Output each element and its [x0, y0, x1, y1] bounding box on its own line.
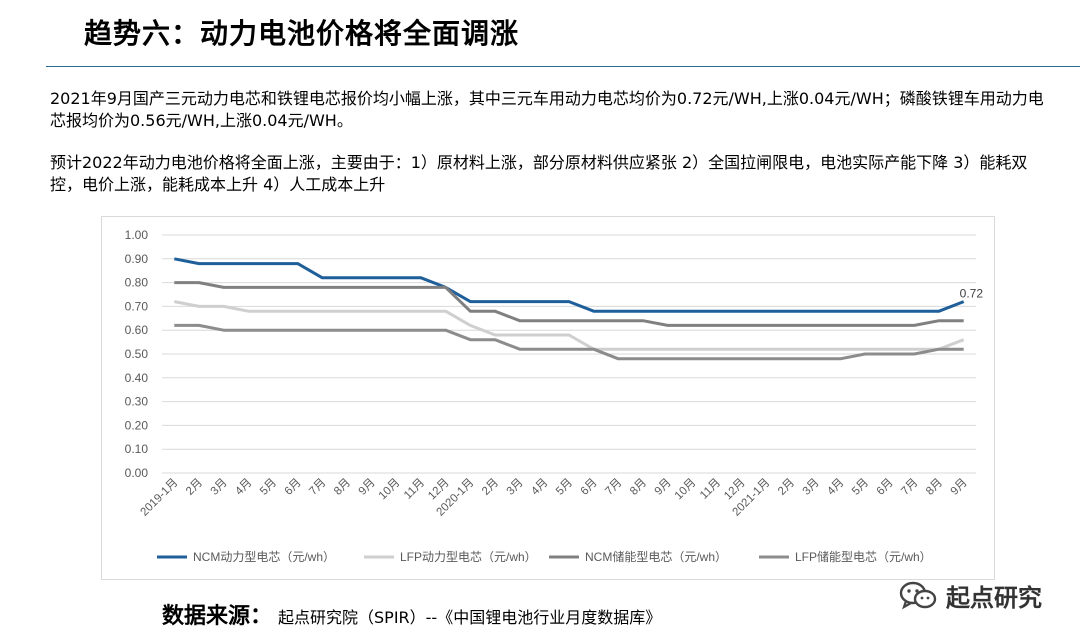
- forecast-paragraph: 预计2022年动力电池价格将全面上涨，主要由于：1）原材料上涨，部分原材料供应紧…: [50, 153, 1028, 194]
- page-title: 趋势六：动力电池价格将全面调涨: [84, 17, 520, 50]
- source-text: 起点研究院（SPIR）--《中国锂电池行业月度数据库》: [278, 608, 662, 627]
- source-label: 数据来源：: [162, 604, 273, 629]
- x-tick-label: 10月: [673, 477, 699, 503]
- y-tick-label: 0.30: [125, 395, 149, 409]
- y-tick-label: 0.80: [125, 276, 149, 290]
- y-tick-label: 0.90: [125, 252, 149, 266]
- data-label: 0.72: [960, 287, 984, 301]
- y-tick-label: 1.00: [125, 228, 149, 242]
- x-tick-label: 11月: [402, 477, 427, 502]
- x-tick-label: 5月: [258, 477, 279, 498]
- x-tick-label: 2月: [184, 477, 205, 498]
- legend-label: LFP储能型电芯（元/wh）: [795, 549, 932, 564]
- series-line-4: [174, 323, 964, 361]
- x-tick-label: 3月: [209, 477, 230, 498]
- x-tick-label: 4月: [233, 477, 254, 498]
- x-tick-label: 2月: [480, 477, 501, 498]
- y-tick-label: 0.70: [125, 299, 149, 313]
- series-line-1: [174, 257, 965, 313]
- x-tick-label: 7月: [899, 477, 920, 498]
- line-chart-svg: 0.00 0.10 0.20 0.30 0.40 0.50 0.60 0.70 0.80 0.90…: [125, 228, 984, 564]
- x-tick-label: 9月: [357, 477, 378, 498]
- x-tick-label: 9月: [653, 477, 674, 498]
- x-tick-label: 2019-1月: [139, 477, 181, 519]
- legend-label: NCM储能型电芯（元/wh）: [585, 549, 727, 564]
- x-tick-label: 6月: [283, 477, 304, 498]
- brand-name: 起点研究: [946, 584, 1042, 612]
- x-tick-label: 4月: [825, 477, 846, 498]
- x-tick-label: 6月: [579, 477, 600, 498]
- brand-watermark: 起点研究: [898, 578, 1042, 613]
- x-tick-label: 5月: [850, 477, 871, 498]
- x-tick-label: 8月: [924, 477, 945, 498]
- y-tick-label: 0.50: [125, 347, 149, 361]
- x-tick-label: 3月: [801, 477, 822, 498]
- x-tick-label: 7月: [307, 477, 328, 498]
- y-tick-label: 0.20: [125, 418, 149, 432]
- y-tick-label: 0.60: [125, 323, 149, 337]
- legend-label: NCM动力型电芯（元/wh）: [193, 550, 335, 564]
- wechat-icon: [899, 581, 937, 609]
- x-tick-label: 10月: [377, 477, 403, 503]
- title-divider: [46, 66, 1080, 67]
- x-tick-label: 3月: [505, 477, 526, 498]
- x-tick-label: 6月: [875, 477, 896, 498]
- x-tick-label: 11月: [698, 477, 723, 502]
- x-tick-label: 8月: [332, 477, 353, 498]
- y-tick-label: 0.40: [125, 371, 149, 385]
- x-tick-label: 4月: [529, 477, 550, 498]
- y-tick-label: 0.00: [125, 466, 149, 480]
- x-tick-label: 5月: [554, 477, 575, 498]
- x-tick-label: 8月: [628, 477, 649, 498]
- x-tick-label: 7月: [603, 477, 624, 498]
- legend-label: LFP动力型电芯（元/wh）: [400, 550, 537, 564]
- series-line-2: [174, 300, 965, 351]
- x-tick-label: 2月: [776, 477, 797, 498]
- x-tick-label: 9月: [949, 477, 970, 498]
- data-source: 数据来源： 起点研究院（SPIR）--《中国锂电池行业月度数据库》: [162, 598, 661, 630]
- series-line-3: [174, 281, 964, 327]
- summary-paragraph: 2021年9月国产三元动力电芯和铁锂电芯报价均小幅上涨，其中三元车用动力电芯均价…: [50, 89, 1044, 130]
- price-chart: 0.00 0.10 0.20 0.30 0.40 0.50 0.60 0.70 0.80 0.90…: [101, 216, 995, 580]
- y-tick-label: 0.10: [125, 442, 149, 456]
